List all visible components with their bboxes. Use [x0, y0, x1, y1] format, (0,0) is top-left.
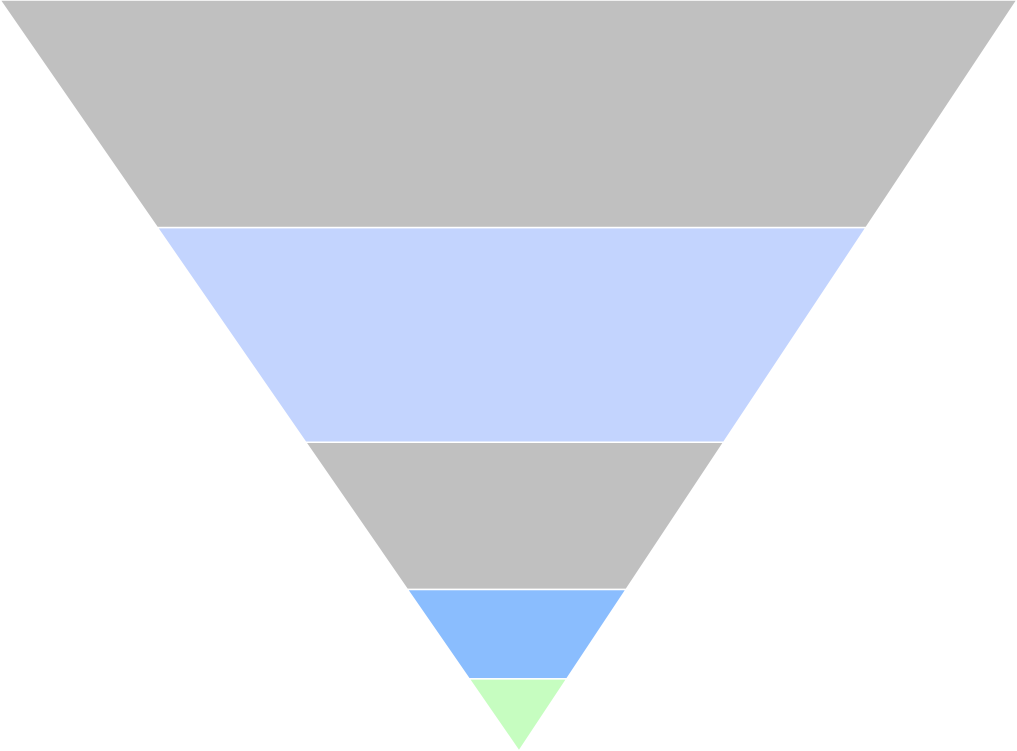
funnel-segment-5 — [467, 678, 569, 751]
funnel-segment-1 — [0, 0, 1017, 229]
funnel-segment-2 — [155, 226, 868, 444]
funnel-segment-3 — [304, 441, 726, 591]
funnel-segment-4 — [405, 588, 628, 680]
